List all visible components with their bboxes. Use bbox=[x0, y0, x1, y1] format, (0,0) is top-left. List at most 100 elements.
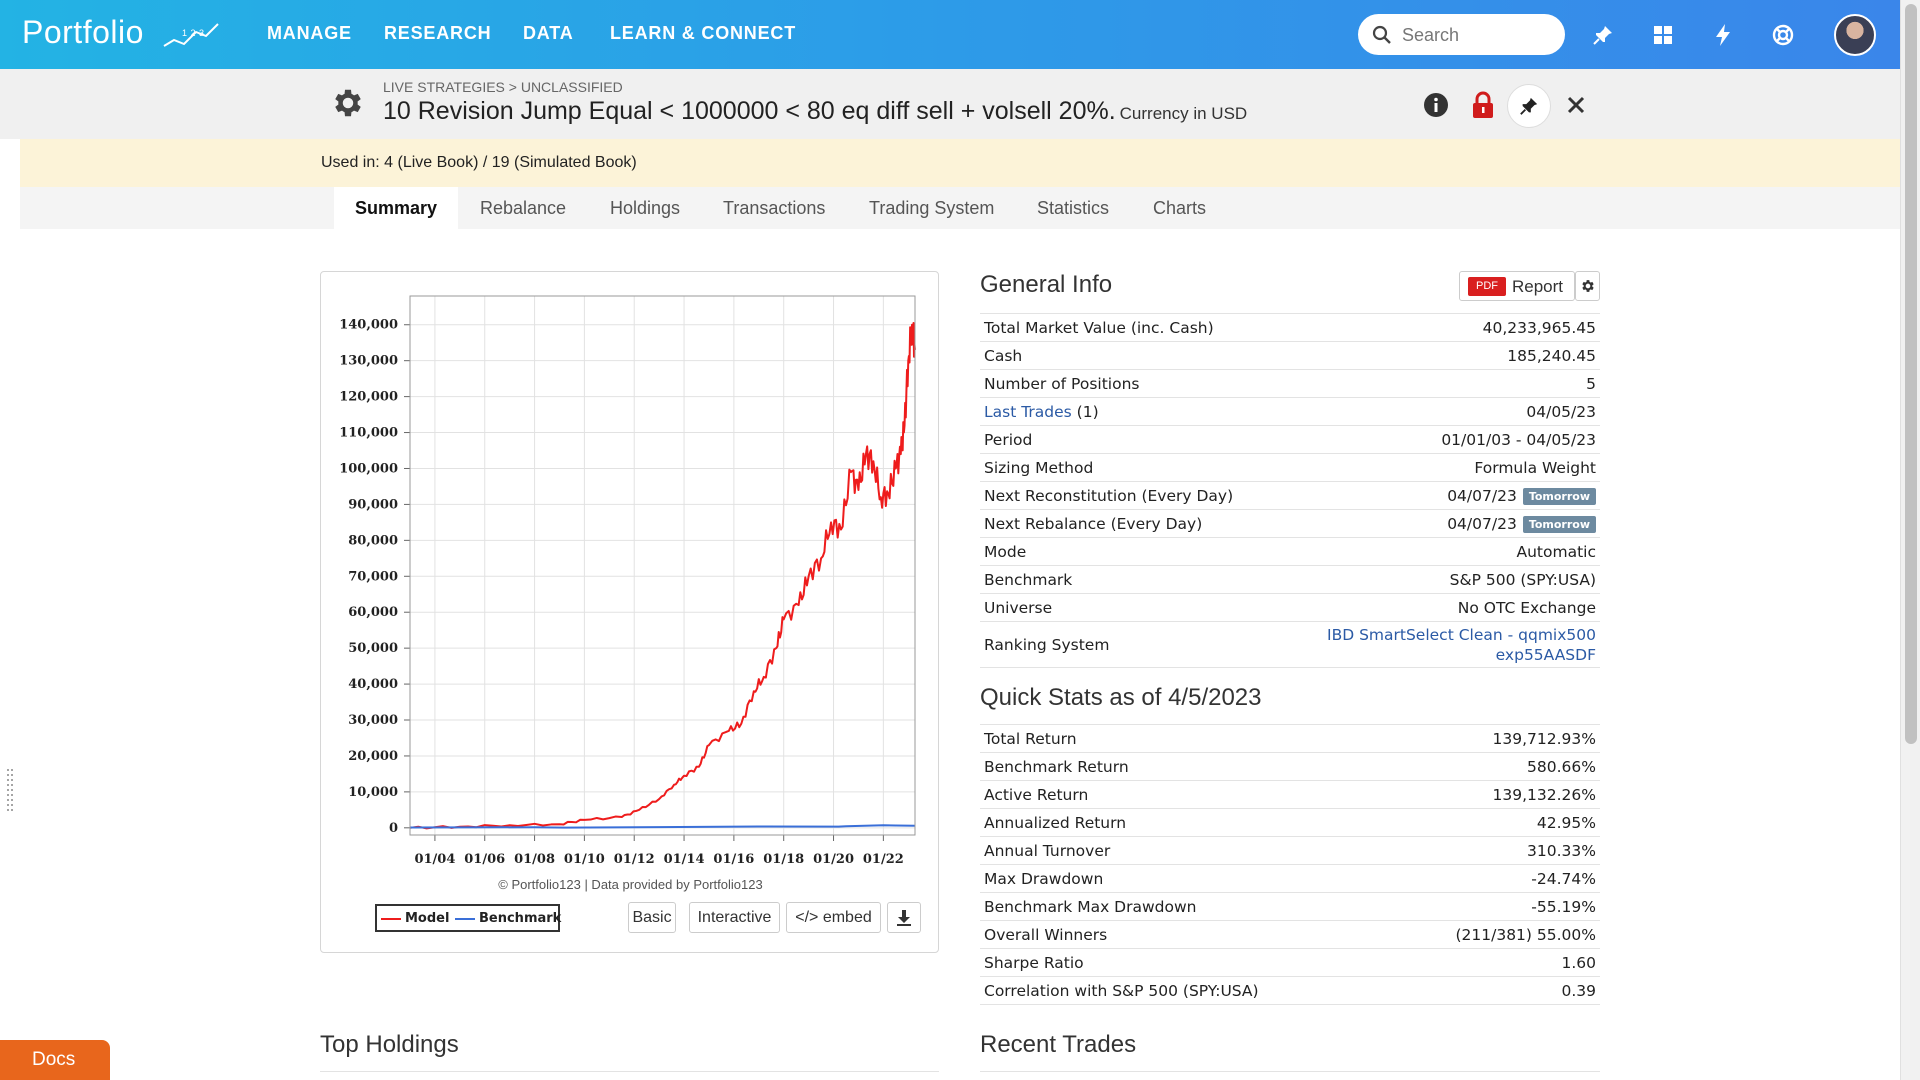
number-of-positions-link[interactable]: Number of Positions bbox=[980, 369, 1279, 398]
interactive-button[interactable]: Interactive bbox=[689, 902, 780, 933]
breadcrumb[interactable]: LIVE STRATEGIES > UNCLASSIFIED bbox=[383, 79, 623, 95]
search-icon bbox=[1372, 25, 1391, 44]
nav-research[interactable]: RESEARCH bbox=[384, 23, 492, 43]
ranking-system-link[interactable]: IBD SmartSelect Clean - qqmix500 exp55AAS… bbox=[1278, 621, 1600, 668]
plot-frame bbox=[409, 295, 916, 836]
lock-icon[interactable] bbox=[1467, 89, 1499, 121]
report-settings-button[interactable] bbox=[1575, 271, 1600, 301]
row-value: -55.19% bbox=[1386, 892, 1600, 921]
performance-chart-panel: 140,000 130,000 120,000 110,000 100,000 90,00… bbox=[320, 271, 939, 953]
table-row: Ranking System IBD SmartSelect Clean - qq… bbox=[980, 621, 1600, 668]
tab-transactions[interactable]: Transactions bbox=[723, 198, 826, 218]
currency-label: Currency in USD bbox=[1119, 104, 1248, 123]
tab-statistics[interactable]: Statistics bbox=[1037, 198, 1110, 218]
docs-button[interactable]: Docs bbox=[0, 1040, 110, 1080]
table-row: Annualized Return 42.95% bbox=[980, 808, 1600, 837]
row-value: 04/07/23 Tomorrow bbox=[1278, 481, 1600, 510]
search-input[interactable] bbox=[1402, 23, 1552, 47]
grid-icon[interactable] bbox=[1648, 20, 1678, 50]
nav-learn-connect[interactable]: LEARN & CONNECT bbox=[610, 23, 796, 43]
quick-stats-table: Total Return 139,712.93% Benchmark Return… bbox=[980, 724, 1600, 1005]
row-value: 04/07/23 Tomorrow bbox=[1278, 509, 1600, 538]
scrollbar-thumb[interactable] bbox=[1905, 4, 1917, 744]
last-trades-link[interactable]: Last Trades bbox=[984, 402, 1072, 421]
ranking-system-suffix[interactable]: exp55AASDF bbox=[1495, 645, 1596, 664]
series-line-model[interactable] bbox=[409, 322, 916, 830]
table-row: Total Market Value (inc. Cash) 40,233,965… bbox=[980, 313, 1600, 342]
row-label: Benchmark Return bbox=[980, 752, 1387, 781]
row-value: 0.39 bbox=[1386, 976, 1600, 1005]
avatar[interactable] bbox=[1834, 14, 1876, 56]
report-label: Report bbox=[1512, 277, 1564, 296]
row-label: Period bbox=[980, 425, 1279, 454]
general-info-title: General Info bbox=[980, 271, 1113, 298]
embed-button[interactable]: </> embed bbox=[786, 902, 881, 933]
pdf-icon: PDF bbox=[1468, 277, 1506, 296]
support-icon[interactable] bbox=[1768, 20, 1798, 50]
chart-series bbox=[409, 322, 916, 830]
tab-summary[interactable]: Summary bbox=[334, 187, 459, 229]
legend-model[interactable]: Model bbox=[405, 911, 450, 926]
y-tick-label: 110,000 bbox=[339, 426, 398, 441]
bolt-icon[interactable] bbox=[1708, 20, 1738, 50]
basic-button[interactable]: Basic bbox=[628, 902, 676, 933]
row-label: Total Market Value (inc. Cash) bbox=[980, 313, 1279, 342]
last-trades-date-link[interactable]: 04/05/23 bbox=[1278, 397, 1600, 426]
download-button[interactable] bbox=[887, 902, 921, 933]
legend-benchmark[interactable]: Benchmark bbox=[479, 911, 562, 926]
nav-data[interactable]: DATA bbox=[523, 23, 574, 43]
chart-legend[interactable]: Model Benchmark bbox=[375, 904, 562, 932]
row-value: No OTC Exchange bbox=[1278, 593, 1600, 622]
row-value: 42.95% bbox=[1386, 808, 1600, 837]
pin-icon[interactable] bbox=[1588, 20, 1618, 50]
tab-charts[interactable]: Charts bbox=[1153, 198, 1207, 218]
row-label: Universe bbox=[980, 593, 1279, 622]
search-box[interactable] bbox=[1358, 14, 1565, 55]
logo[interactable]: Portfolio 1 2 3 bbox=[22, 14, 219, 51]
chart-grid bbox=[410, 296, 915, 835]
x-tick-label: 01/04 bbox=[414, 852, 455, 867]
gear-icon[interactable] bbox=[330, 85, 366, 121]
row-label: Next Rebalance (Every Day) bbox=[980, 509, 1279, 538]
general-info-table: Total Market Value (inc. Cash) 40,233,965… bbox=[980, 313, 1600, 668]
y-tick-label: 10,000 bbox=[348, 785, 398, 800]
row-label: Sizing Method bbox=[980, 453, 1279, 482]
performance-chart[interactable]: 140,000 130,000 120,000 110,000 100,000 90,00… bbox=[321, 272, 940, 872]
y-tick-label: 140,000 bbox=[339, 318, 398, 333]
last-trades-count: (1) bbox=[1071, 402, 1099, 421]
close-icon[interactable] bbox=[1560, 89, 1592, 121]
top-navbar: Portfolio 1 2 3 MANAGE RESEARCH DATA LEA… bbox=[0, 0, 1900, 69]
tab-rebalance[interactable]: Rebalance bbox=[480, 198, 567, 218]
x-axis-ticks: 01/04 01/06 01/08 01/10 01/12 01/14 01/16 01/18… bbox=[414, 835, 904, 867]
table-row: Sharpe Ratio 1.60 bbox=[980, 948, 1600, 977]
table-row: Annual Turnover 310.33% bbox=[980, 836, 1600, 865]
table-row: Next Rebalance (Every Day) 04/07/23 Tomorr… bbox=[980, 509, 1600, 538]
pdf-report-button[interactable]: PDF Report bbox=[1459, 271, 1575, 301]
page-title: 10 Revision Jump Equal < 1000000 < 80 eq… bbox=[383, 97, 1247, 126]
row-label: Overall Winners bbox=[980, 920, 1387, 949]
y-tick-label: 100,000 bbox=[339, 461, 398, 476]
tab-holdings[interactable]: Holdings bbox=[610, 198, 681, 218]
row-value: (211/381) 55.00% bbox=[1386, 920, 1600, 949]
download-icon bbox=[897, 910, 911, 926]
ranking-system-name[interactable]: IBD SmartSelect Clean - qqmix500 bbox=[1327, 625, 1596, 644]
positions-count-link[interactable]: 5 bbox=[1278, 369, 1600, 398]
row-label: Ranking System bbox=[980, 621, 1279, 668]
series-line-benchmark[interactable] bbox=[409, 824, 916, 829]
nav-manage[interactable]: MANAGE bbox=[267, 23, 352, 43]
pin-strategy-button[interactable] bbox=[1507, 84, 1551, 128]
svg-text:1 2 3: 1 2 3 bbox=[182, 28, 205, 38]
drag-handle-icon[interactable] bbox=[6, 768, 14, 812]
y-tick-label: 90,000 bbox=[348, 497, 398, 512]
row-value: 580.66% bbox=[1386, 752, 1600, 781]
row-label: Annualized Return bbox=[980, 808, 1387, 837]
row-label: Cash bbox=[980, 341, 1279, 370]
row-value: Formula Weight bbox=[1278, 453, 1600, 482]
x-tick-label: 01/22 bbox=[863, 852, 904, 867]
table-row: Universe No OTC Exchange bbox=[980, 593, 1600, 622]
legend-swatch-model bbox=[381, 918, 401, 920]
scrollbar[interactable] bbox=[1900, 0, 1920, 1080]
row-label: Total Return bbox=[980, 724, 1387, 753]
tab-trading-system[interactable]: Trading System bbox=[869, 198, 995, 218]
info-icon[interactable] bbox=[1420, 89, 1452, 121]
